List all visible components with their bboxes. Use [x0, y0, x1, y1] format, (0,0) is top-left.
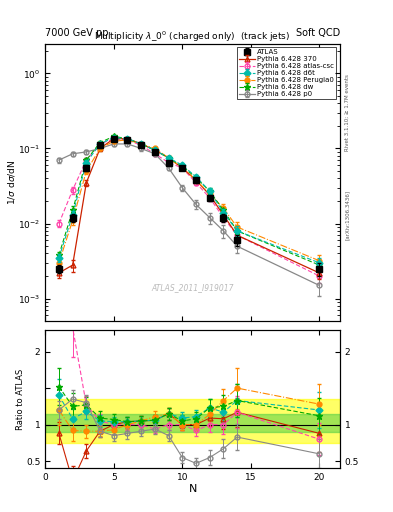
Title: Multiplicity $\lambda\_0^0$ (charged only)  (track jets): Multiplicity $\lambda\_0^0$ (charged onl…: [94, 29, 291, 44]
Y-axis label: Ratio to ATLAS: Ratio to ATLAS: [16, 369, 25, 430]
Text: Soft QCD: Soft QCD: [296, 28, 340, 38]
Text: [arXiv:1306.3436]: [arXiv:1306.3436]: [345, 190, 350, 240]
Legend: ATLAS, Pythia 6.428 370, Pythia 6.428 atlas-csc, Pythia 6.428 d6t, Pythia 6.428 : ATLAS, Pythia 6.428 370, Pythia 6.428 at…: [237, 47, 336, 99]
Text: 7000 GeV pp: 7000 GeV pp: [45, 28, 109, 38]
Bar: [45, 414, 340, 432]
Bar: [45, 399, 340, 443]
Y-axis label: 1/$\sigma$ d$\sigma$/dN: 1/$\sigma$ d$\sigma$/dN: [6, 160, 17, 205]
Text: ATLAS_2011_I919017: ATLAS_2011_I919017: [151, 284, 234, 292]
Text: Rivet 3.1.10; ≥ 1.7M events: Rivet 3.1.10; ≥ 1.7M events: [345, 74, 350, 151]
X-axis label: N: N: [188, 484, 197, 494]
